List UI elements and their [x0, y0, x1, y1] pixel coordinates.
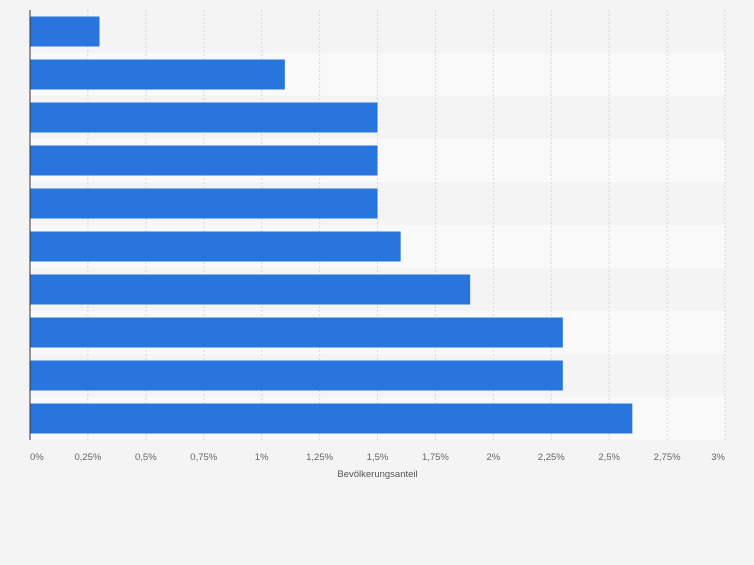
bar: [30, 360, 563, 391]
x-tick-label: 2%: [486, 452, 500, 463]
x-tick-label: 2,5%: [598, 452, 620, 463]
x-tick-label: 1%: [255, 452, 269, 463]
x-tick-label: 1,25%: [306, 452, 333, 463]
bar: [30, 102, 378, 133]
bar: [30, 231, 401, 262]
x-tick-labels: 0% 0,25% 0,5% 0,75% 1% 1,25% 1,5% 1,75% 2% 2,25% 2…: [30, 452, 726, 463]
bar: [30, 16, 100, 47]
bar: [30, 145, 378, 176]
bar: [30, 274, 471, 305]
bars: [30, 16, 633, 434]
x-axis-title: Bevölkerungsanteil: [337, 469, 417, 480]
x-tick-label: 0%: [30, 452, 44, 463]
x-tick-label: 0,5%: [135, 452, 157, 463]
x-tick-label: 0,75%: [190, 452, 217, 463]
x-tick-label: 2,25%: [538, 452, 565, 463]
bar: [30, 59, 285, 90]
bar: [30, 403, 633, 434]
x-tick-label: 1,5%: [367, 452, 389, 463]
bar: [30, 317, 563, 348]
x-tick-label: 1,75%: [422, 452, 449, 463]
bar: [30, 188, 378, 219]
x-tick-label: 2,75%: [654, 452, 681, 463]
x-tick-label: 0,25%: [74, 452, 101, 463]
x-tick-label: 3%: [711, 452, 725, 463]
